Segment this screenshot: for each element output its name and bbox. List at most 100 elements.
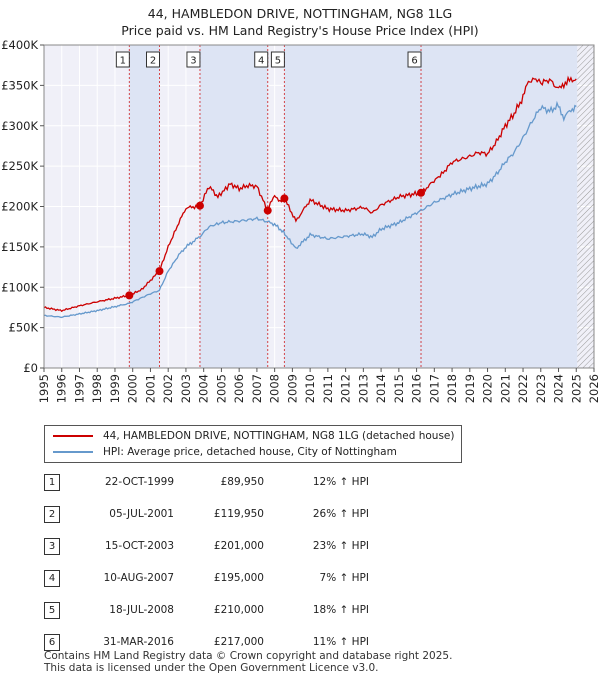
y-tick-label: £400K [1, 38, 38, 52]
sale-number-badge: 2 [44, 506, 60, 523]
sale-price: £217,000 [213, 636, 264, 648]
sale-point [280, 194, 289, 203]
ownership-band [284, 45, 422, 368]
sale-hpi-diff: 7% ↑ HPI [319, 572, 369, 584]
sale-point [263, 206, 272, 215]
sale-date: 31-MAR-2016 [103, 636, 174, 648]
sale-number-badge: 3 [44, 538, 60, 555]
sale-label-box [407, 51, 422, 68]
x-tick-label: 1999 [108, 374, 122, 403]
table-row: 1 22-OCT-1999 £89,950 12% ↑ HPI [44, 474, 464, 492]
x-tick-label: 2015 [392, 374, 406, 403]
sale-label-box [270, 51, 285, 68]
sale-hpi-diff: 12% ↑ HPI [312, 476, 369, 488]
x-tick-label: 2012 [339, 374, 353, 403]
footer: Contains HM Land Registry data © Crown c… [44, 650, 452, 674]
sale-hpi-diff: 23% ↑ HPI [312, 540, 369, 552]
sale-date: 10-AUG-2007 [103, 572, 174, 584]
hpi-line [43, 100, 577, 319]
ownership-band [129, 45, 160, 368]
y-tick-label: £250K [1, 159, 38, 173]
x-tick-label: 2005 [214, 374, 228, 403]
sale-date: 18-JUL-2008 [109, 604, 174, 616]
x-tick-label: 2007 [250, 374, 264, 403]
x-tick-label: 2008 [268, 374, 282, 403]
y-tick-label: £50K [9, 321, 39, 335]
x-tick-label: 2004 [197, 374, 211, 403]
y-tick-label: £200K [1, 200, 38, 214]
sale-hpi-diff: 18% ↑ HPI [312, 604, 369, 616]
x-tick-label: 2016 [410, 374, 424, 403]
sale-point [195, 201, 204, 210]
y-tick-label: £300K [1, 119, 38, 133]
footer-licence: This data is licensed under the Open Gov… [44, 662, 379, 674]
sale-point [417, 188, 426, 197]
sale-price: £119,950 [213, 508, 264, 520]
sale-label-box [146, 51, 160, 68]
x-tick-label: 2020 [481, 374, 495, 403]
x-tick-label: 2003 [179, 374, 193, 403]
sale-label: 4 [258, 56, 264, 67]
sale-number-badge: 6 [44, 634, 60, 651]
x-tick-label: 2021 [498, 374, 512, 403]
x-tick-label: 2026 [587, 374, 600, 403]
x-tick-label: 2023 [534, 374, 548, 403]
sale-label: 2 [150, 56, 156, 67]
legend-item-hpi: HPI: Average price, detached house, City… [53, 444, 397, 460]
sale-label-box [115, 51, 130, 68]
sale-label-box [254, 51, 269, 68]
x-tick-label: 2019 [463, 374, 477, 403]
sale-price: £89,950 [220, 476, 264, 488]
ownership-band [199, 45, 268, 368]
legend-label-property: 44, HAMBLEDON DRIVE, NOTTINGHAM, NG8 1LG… [103, 430, 455, 442]
x-tick-label: 2006 [232, 374, 246, 403]
legend-swatch-hpi [53, 451, 93, 453]
x-tick-label: 1997 [72, 374, 86, 403]
sale-number-badge: 5 [44, 602, 60, 619]
x-tick-label: 1996 [55, 374, 69, 403]
chart-title: 44, HAMBLEDON DRIVE, NOTTINGHAM, NG8 1LG… [0, 5, 600, 39]
sale-label: 1 [120, 56, 126, 67]
x-tick-label: 2009 [285, 374, 299, 403]
sale-price: £210,000 [213, 604, 264, 616]
title-line-2: Price paid vs. HM Land Registry's House … [121, 23, 479, 38]
sale-price: £195,000 [213, 572, 264, 584]
legend: 44, HAMBLEDON DRIVE, NOTTINGHAM, NG8 1LG… [44, 425, 462, 463]
table-row: 5 18-JUL-2008 £210,000 18% ↑ HPI [44, 602, 464, 620]
x-tick-label: 2011 [321, 374, 335, 403]
table-row: 4 10-AUG-2007 £195,000 7% ↑ HPI [44, 570, 464, 588]
sale-date: 05-JUL-2001 [109, 508, 174, 520]
table-row: 6 31-MAR-2016 £217,000 11% ↑ HPI [44, 634, 464, 652]
table-row: 3 15-OCT-2003 £201,000 23% ↑ HPI [44, 538, 464, 556]
sale-label: 3 [190, 56, 196, 67]
y-tick-label: £350K [1, 78, 38, 92]
legend-label-hpi: HPI: Average price, detached house, City… [103, 446, 397, 458]
x-tick-label: 2025 [569, 374, 583, 403]
sale-label-box [186, 51, 201, 68]
x-tick-label: 2000 [126, 374, 140, 403]
legend-item-property: 44, HAMBLEDON DRIVE, NOTTINGHAM, NG8 1LG… [53, 428, 454, 444]
x-tick-label: 2010 [303, 374, 317, 403]
y-tick-label: £0 [23, 361, 38, 375]
x-tick-label: 2013 [356, 374, 370, 403]
legend-swatch-property [53, 435, 93, 437]
x-tick-label: 2001 [143, 374, 157, 403]
ownership-band [421, 45, 578, 368]
sale-label: 5 [275, 56, 281, 67]
sale-date: 22-OCT-1999 [105, 476, 174, 488]
x-tick-label: 1998 [90, 374, 104, 403]
sale-price: £201,000 [213, 540, 264, 552]
x-tick-label: 2024 [552, 374, 566, 403]
sale-number-badge: 4 [44, 570, 60, 587]
sale-date: 15-OCT-2003 [105, 540, 174, 552]
sale-label: 6 [411, 56, 417, 67]
x-tick-label: 2022 [516, 374, 530, 403]
x-tick-label: 2018 [445, 374, 459, 403]
y-tick-label: £100K [1, 280, 38, 294]
footer-copyright: Contains HM Land Registry data © Crown c… [44, 650, 453, 662]
sale-hpi-diff: 26% ↑ HPI [312, 508, 369, 520]
sale-hpi-diff: 11% ↑ HPI [312, 636, 369, 648]
x-tick-label: 2017 [427, 374, 441, 403]
x-tick-label: 2002 [161, 374, 175, 403]
